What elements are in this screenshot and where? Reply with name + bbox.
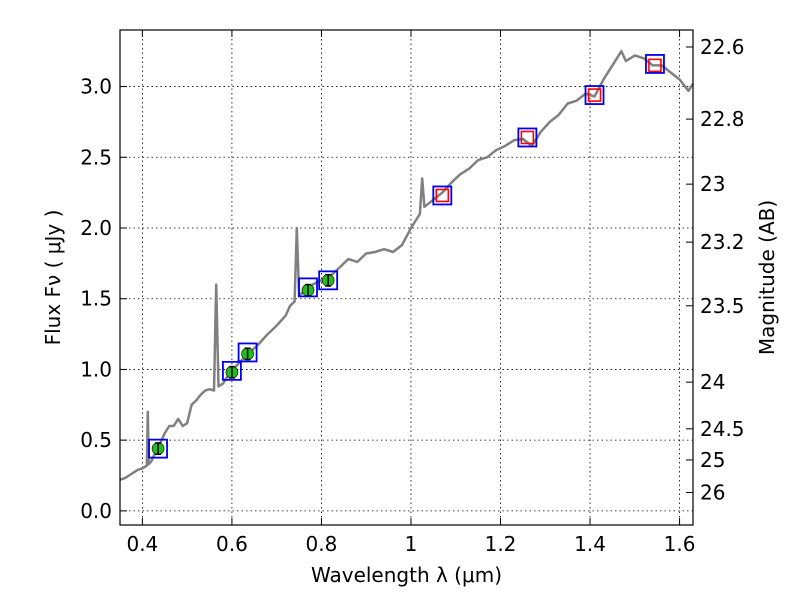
model-photometry-point (298, 277, 318, 298)
y-axis-label: Flux Fν ( μJy ) (41, 210, 65, 346)
model-photometry-point (432, 185, 453, 206)
y-right-tick-label: 24 (700, 370, 725, 394)
observed-nir-point (435, 188, 450, 203)
y-right-tick-label: 22.8 (700, 107, 745, 131)
y-tick-label: 1.5 (80, 287, 112, 311)
y-tick-label: 0.0 (80, 499, 112, 523)
x-tick-label: 0.6 (216, 532, 248, 556)
observed-nir-point (587, 88, 602, 102)
x-tick-label: 1.4 (574, 532, 606, 556)
x-tick-label: 0.8 (306, 532, 338, 556)
observed-nir-point (648, 58, 662, 73)
x-tick-label: 1.2 (485, 532, 517, 556)
y-right-tick-label: 22.6 (700, 35, 745, 59)
y-tick-label: 2.5 (80, 145, 112, 169)
y-right-axis-label: Magnitude (AB) (755, 200, 779, 355)
x-tick-label: 0.4 (126, 532, 158, 556)
y-right-tick-label: 23.5 (700, 294, 745, 318)
y-tick-label: 3.0 (80, 75, 112, 99)
y-right-tick-label: 26 (700, 480, 725, 504)
model-photometry-point (222, 360, 242, 381)
y-tick-label: 0.5 (80, 428, 112, 452)
x-tick-label: 1.6 (664, 532, 696, 556)
model-photometry-point (584, 85, 605, 105)
axis-ticks: 0.4 0.6 0.8 1 1.2 1.4 1.6 0.0 0.5 1.0 1.5 2.0 2.5 3.0… (80, 30, 745, 556)
photometry-marks (148, 54, 665, 459)
model-photometry-point (237, 342, 258, 363)
model-photometry-point (517, 127, 538, 148)
y-tick-label: 1.0 (80, 357, 112, 381)
observed-nir-point (520, 130, 535, 145)
y-right-tick-label: 24.5 (700, 417, 745, 441)
model-photometry-point (148, 438, 168, 459)
model-photometry-point (645, 54, 665, 74)
x-axis-label: Wavelength λ (μm) (311, 563, 502, 587)
y-right-tick-label: 23 (700, 172, 725, 196)
model-photometry-point (318, 270, 339, 291)
x-tick-label: 1 (405, 532, 418, 556)
y-right-tick-label: 23.2 (700, 230, 745, 254)
y-right-tick-label: 25 (700, 448, 725, 472)
plot-frame (119, 29, 694, 526)
y-tick-label: 2.0 (80, 216, 112, 240)
